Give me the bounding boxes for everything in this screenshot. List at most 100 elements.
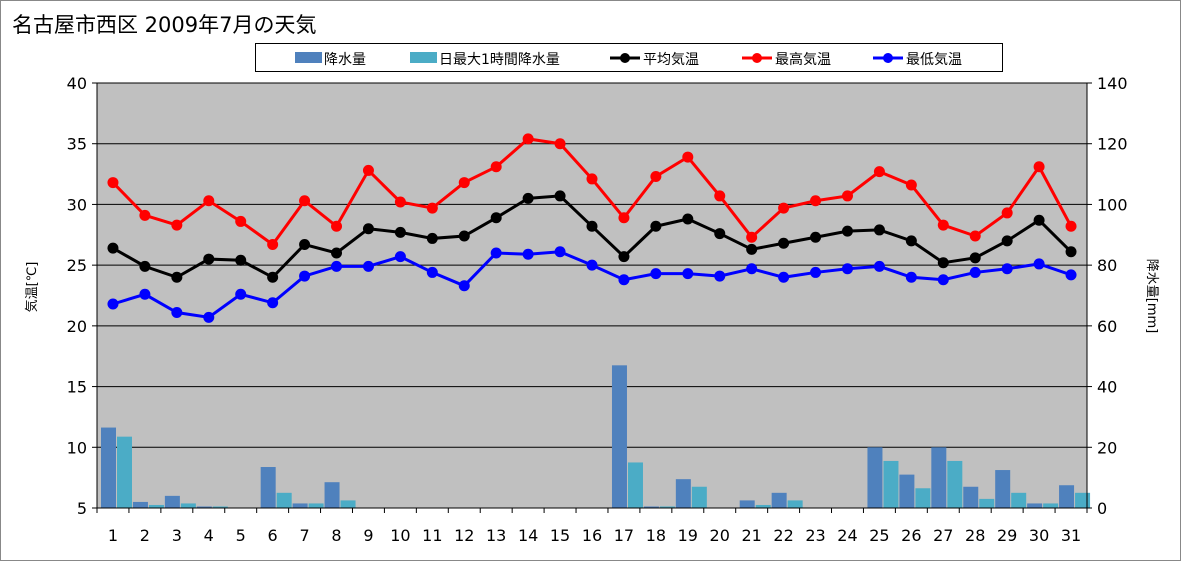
right-axis-label: 降水量[mm] — [1144, 259, 1159, 333]
avg-temp-point — [650, 220, 662, 232]
legend: 降水量 日最大1時間降水量 平均気温 最高気温 最低気温 — [255, 43, 1003, 72]
precipitation-bars — [101, 365, 1091, 508]
x-tick-label: 16 — [582, 526, 602, 545]
right-tick-label: 60 — [1097, 317, 1117, 336]
max-temp-point — [1033, 161, 1045, 173]
right-tick-label: 80 — [1097, 256, 1117, 275]
avg-temp-point — [873, 224, 885, 236]
max-temp-point — [267, 239, 279, 250]
max-temp-point — [969, 230, 981, 242]
min-temp-point — [714, 270, 726, 282]
avg-temp-point — [490, 212, 502, 224]
bar-max-hourly-precipitation — [883, 460, 899, 508]
avg-temp-point — [139, 260, 151, 272]
left-axis-label: 気温[℃] — [24, 262, 40, 313]
bar-precipitation — [867, 447, 883, 508]
min-temp-point — [586, 259, 598, 271]
bar-max-hourly-precipitation — [627, 462, 643, 508]
bar-max-hourly-precipitation — [1011, 492, 1027, 508]
right-axis-ticks: 0 20 40 60 80 100 120 140 — [1087, 74, 1128, 518]
bar-max-hourly-precipitation — [1043, 503, 1059, 508]
min-temp-point — [458, 280, 470, 292]
bar-max-hourly-precipitation — [755, 504, 771, 508]
bar-max-hourly-precipitation — [276, 492, 292, 508]
avg-temp-point — [362, 223, 374, 235]
avg-temp-point — [714, 228, 726, 240]
left-tick-label: 20 — [67, 317, 87, 336]
min-temp-point — [490, 247, 502, 259]
min-temp-point — [810, 266, 822, 278]
min-temp-point — [841, 263, 853, 275]
gridlines — [97, 82, 1087, 448]
legend-max-hourly-precipitation-label: 日最大1時間降水量 — [439, 52, 560, 68]
min-temp-point — [746, 263, 758, 275]
bar-precipitation — [164, 495, 180, 508]
chart-title: 名古屋市西区 2009年7月の天気 — [12, 13, 316, 37]
bar-max-hourly-precipitation — [117, 436, 132, 508]
min-temp-point — [203, 311, 215, 323]
legend-min-temp-label: 最低気温 — [906, 52, 962, 68]
max-temp-point — [203, 195, 215, 207]
x-tick-label: 29 — [997, 526, 1017, 545]
bar-max-hourly-precipitation — [947, 460, 963, 508]
max-temp-point — [394, 196, 406, 208]
avg-temp-point — [394, 226, 406, 238]
x-tick-label: 7 — [299, 526, 309, 545]
x-tick-label: 31 — [1061, 526, 1081, 545]
avg-temp-point — [618, 251, 630, 263]
min-temp-point — [682, 268, 694, 280]
x-tick-label: 30 — [1029, 526, 1049, 545]
x-tick-label: 26 — [901, 526, 921, 545]
bar-max-hourly-precipitation — [659, 506, 675, 508]
min-temp-point — [235, 288, 247, 300]
legend-avg-temp-marker — [620, 53, 630, 63]
legend-min-temp-marker — [883, 53, 893, 63]
legend-precipitation-label: 降水量 — [324, 52, 366, 68]
avg-temp-point — [299, 239, 311, 250]
avg-temp-point — [586, 220, 598, 232]
max-temp-point — [682, 151, 694, 163]
right-tick-label: 40 — [1097, 378, 1117, 397]
max-temp-point — [107, 177, 119, 189]
min-temp-point — [426, 266, 438, 278]
min-temp-point — [139, 288, 151, 300]
bar-precipitation — [611, 365, 627, 508]
avg-temp-point — [682, 213, 694, 225]
bar-precipitation — [899, 474, 915, 508]
legend-precipitation-swatch — [295, 52, 322, 63]
min-temp-point — [107, 298, 119, 310]
temperature-lines — [107, 133, 1077, 323]
bar-max-hourly-precipitation — [180, 503, 196, 508]
avg-temp-point — [746, 243, 758, 255]
max-temp-point — [937, 219, 949, 231]
min-temp-point — [267, 297, 279, 309]
max-temp-point — [586, 173, 598, 185]
x-tick-label: 24 — [837, 526, 857, 545]
avg-temp-point — [554, 190, 566, 202]
right-tick-label: 100 — [1097, 195, 1128, 214]
avg-temp-point — [1001, 235, 1013, 247]
x-tick-label: 5 — [236, 526, 246, 545]
x-axis-ticks: 1 2 3 4 5 6 7 8 9 10 11 12 13 14 15 16 17 18 19 20 21 22 23 24 2… — [96, 508, 1088, 545]
max-temp-point — [746, 231, 758, 243]
max-temp-point — [554, 138, 566, 150]
max-temp-point — [1065, 220, 1077, 232]
max-temp-point — [905, 179, 917, 191]
max-temp-point — [171, 219, 183, 231]
bar-precipitation — [324, 482, 340, 508]
x-tick-label: 13 — [486, 526, 506, 545]
max-temp-point — [714, 190, 726, 202]
bar-precipitation — [963, 486, 979, 508]
min-temp-point — [873, 260, 885, 272]
x-tick-label: 11 — [422, 526, 442, 545]
max-temp-point — [841, 190, 853, 202]
right-tick-label: 20 — [1097, 438, 1117, 457]
avg-temp-point — [841, 225, 853, 237]
min-temp-point — [362, 260, 374, 272]
x-tick-label: 17 — [614, 526, 634, 545]
x-tick-label: 4 — [204, 526, 214, 545]
bar-precipitation — [995, 470, 1011, 508]
min-temp-point — [522, 248, 534, 260]
bar-precipitation — [1059, 485, 1075, 508]
avg-temp-point — [969, 252, 981, 264]
